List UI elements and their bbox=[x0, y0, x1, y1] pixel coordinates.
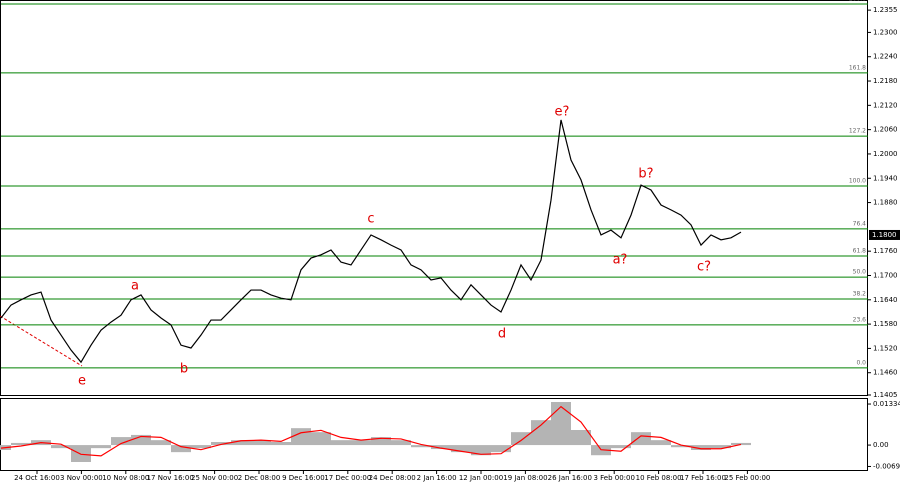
histogram-bar bbox=[491, 445, 511, 453]
fib-label: 61.8 bbox=[853, 248, 867, 255]
main-frame bbox=[0, 0, 868, 396]
histogram-bar bbox=[431, 445, 451, 450]
y-tick-label: 1.1940 bbox=[873, 174, 898, 182]
x-tick-label: 3 Nov 00:00 bbox=[60, 474, 103, 482]
y-tick-label: 1.2240 bbox=[873, 53, 898, 61]
wave-label: b bbox=[180, 362, 188, 377]
x-tick-label: 12 Jan 00:00 bbox=[459, 474, 503, 482]
y-tick-label: 1.2300 bbox=[873, 28, 898, 36]
fib-label: 38.2 bbox=[853, 290, 867, 297]
histogram-bar bbox=[671, 445, 691, 448]
last-price-box bbox=[869, 229, 900, 240]
x-tick-label: 9 Dec 16:00 bbox=[282, 474, 325, 482]
histogram-bar bbox=[731, 442, 751, 446]
fib-label: 0.0 bbox=[856, 359, 866, 366]
histogram-bar bbox=[531, 420, 551, 446]
wave-label: e bbox=[78, 374, 86, 389]
price-line bbox=[0, 119, 742, 364]
wave-label: c bbox=[367, 212, 374, 227]
histogram-bar bbox=[51, 445, 71, 449]
histogram-bar bbox=[711, 445, 731, 449]
y-tick-label: 1.1700 bbox=[873, 271, 898, 279]
histogram-bar bbox=[91, 445, 111, 449]
histogram-bar bbox=[291, 428, 311, 446]
histogram-bar bbox=[151, 440, 171, 446]
histogram-bar bbox=[611, 445, 631, 449]
last-price-label: 1.1800 bbox=[872, 231, 897, 239]
histogram-bar bbox=[231, 440, 251, 446]
wave-label: a bbox=[131, 279, 139, 294]
y-tick-label: 1.1580 bbox=[873, 320, 898, 328]
fib-label: 23.6 bbox=[853, 316, 867, 323]
histogram-bar bbox=[451, 445, 471, 453]
fib-label: 100.0 bbox=[849, 177, 866, 184]
histogram-bar bbox=[71, 445, 91, 462]
fib-label: 76.4 bbox=[853, 220, 867, 227]
histogram-bar bbox=[551, 402, 571, 446]
y-tick-label: 1.1460 bbox=[873, 369, 898, 377]
wave-label: d bbox=[498, 327, 506, 342]
y-tick-label: 1.1520 bbox=[873, 344, 898, 352]
wave-label: c? bbox=[697, 260, 711, 275]
osc-frame bbox=[0, 398, 868, 471]
x-tick-label: 2 Dec 08:00 bbox=[238, 474, 281, 482]
histogram-bar bbox=[651, 440, 671, 446]
y-tick-label: 1.2180 bbox=[873, 77, 898, 85]
y-tick-label: 0.01334 bbox=[873, 400, 900, 408]
histogram-bar bbox=[311, 432, 331, 446]
x-tick-label: 19 Jan 08:00 bbox=[503, 474, 547, 482]
y-tick-label: 1.1640 bbox=[873, 296, 898, 304]
fib-label: 127.2 bbox=[849, 128, 866, 135]
x-tick-label: 26 Jan 16:00 bbox=[548, 474, 592, 482]
fib-label: 161.8 bbox=[849, 64, 866, 71]
fib-label: 200.0 bbox=[849, 0, 866, 3]
histogram-bar bbox=[271, 442, 291, 446]
y-tick-label: 1.1405 bbox=[873, 391, 898, 399]
y-tick-label: 1.1880 bbox=[873, 199, 898, 207]
x-tick-label: 17 Feb 16:00 bbox=[680, 474, 726, 482]
histogram-bar bbox=[371, 437, 391, 446]
y-tick-label: 1.2060 bbox=[873, 126, 898, 134]
price-line bbox=[0, 405, 742, 457]
y-tick-label: 1.2355 bbox=[873, 6, 898, 14]
histogram-bar bbox=[631, 432, 651, 446]
histogram-bar bbox=[251, 440, 271, 446]
wave-label: e? bbox=[555, 105, 570, 120]
histogram-bar bbox=[471, 445, 491, 456]
x-tick-label: 25 Nov 00:00 bbox=[191, 474, 238, 482]
fib-label: 50.0 bbox=[853, 269, 867, 276]
histogram-bar bbox=[391, 440, 411, 446]
histogram-bar bbox=[171, 445, 191, 453]
histogram-bar bbox=[211, 442, 231, 446]
wave-label: a? bbox=[613, 253, 628, 268]
y-tick-label: 1.2000 bbox=[873, 150, 898, 158]
x-tick-label: 10 Nov 08:00 bbox=[102, 474, 149, 482]
histogram-bar bbox=[411, 445, 431, 448]
wave-label: b? bbox=[638, 167, 653, 182]
x-tick-label: 3 Feb 00:00 bbox=[593, 474, 634, 482]
histogram-bar bbox=[691, 445, 711, 450]
histogram-bar bbox=[511, 432, 531, 446]
x-tick-label: 17 Nov 16:00 bbox=[147, 474, 194, 482]
x-tick-label: 25 Feb 00:00 bbox=[724, 474, 770, 482]
x-tick-label: 10 Feb 08:00 bbox=[636, 474, 682, 482]
y-tick-label: 0.00 bbox=[873, 441, 889, 449]
y-tick-label: 1.1760 bbox=[873, 247, 898, 255]
trend-line bbox=[0, 315, 83, 367]
histogram-bar bbox=[571, 430, 591, 446]
histogram-bar bbox=[331, 440, 351, 446]
histogram-bar bbox=[111, 437, 131, 446]
x-tick-label: 2 Jan 16:00 bbox=[417, 474, 457, 482]
histogram-bar bbox=[351, 440, 371, 446]
x-tick-label: 24 Oct 16:00 bbox=[14, 474, 60, 482]
x-tick-label: 17 Dec 00:00 bbox=[324, 474, 371, 482]
y-tick-label: -0.00695 bbox=[873, 462, 900, 470]
histogram-bar bbox=[131, 434, 151, 446]
y-tick-label: 1.2120 bbox=[873, 101, 898, 109]
histogram-bar bbox=[191, 445, 211, 449]
x-tick-label: 24 Dec 08:00 bbox=[369, 474, 416, 482]
histogram-bar bbox=[11, 442, 31, 446]
